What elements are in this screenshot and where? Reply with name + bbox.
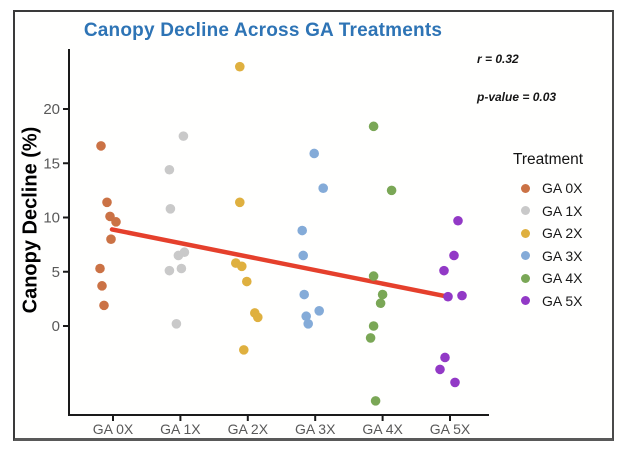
- data-point-ga-0x: [96, 141, 106, 151]
- data-point-ga-4x: [377, 289, 388, 300]
- trend-line: [109, 227, 451, 299]
- data-point-ga-2x: [237, 261, 247, 272]
- legend-item: GA 1X: [513, 200, 583, 223]
- y-tick-label: 10: [43, 210, 60, 227]
- data-point-ga-5x: [435, 364, 445, 375]
- data-point-ga-3x: [297, 225, 308, 236]
- legend-label: GA 2X: [542, 225, 583, 242]
- data-point-ga-3x: [318, 183, 329, 194]
- legend-label: GA 4X: [542, 270, 583, 287]
- legend-swatch-icon: [521, 228, 530, 238]
- legend-swatch-icon: [521, 206, 530, 216]
- data-point-ga-4x: [386, 185, 397, 196]
- legend-label: GA 5X: [542, 292, 583, 309]
- legend-swatch-icon: [521, 183, 530, 193]
- data-point-ga-0x: [111, 217, 121, 227]
- data-point-ga-4x: [368, 271, 379, 281]
- data-point-ga-5x: [440, 352, 450, 363]
- x-tick-label: GA 5X: [430, 421, 471, 437]
- legend-items: GA 0X GA 1X GA 2X GA 3X GA 4X GA 5X: [513, 177, 583, 312]
- data-point-ga-3x: [298, 250, 309, 261]
- legend-item: GA 0X: [513, 177, 583, 200]
- data-point-ga-0x: [102, 197, 112, 208]
- legend-label: GA 1X: [542, 202, 583, 219]
- x-tick-label: GA 4X: [362, 421, 403, 437]
- data-point-ga-1x: [178, 131, 189, 141]
- y-tick-label: 0: [52, 318, 60, 335]
- data-point-ga-0x: [99, 300, 109, 311]
- legend-item: GA 3X: [513, 245, 583, 268]
- data-point-ga-4x: [368, 121, 379, 132]
- legend-title: Treatment: [513, 151, 584, 168]
- data-point-ga-5x: [443, 291, 453, 302]
- chart-canvas: Canopy Decline Across GA Treatments r = …: [15, 12, 612, 438]
- legend-swatch-icon: [521, 251, 530, 261]
- p-value-annotation: p-value = 0.03: [477, 90, 557, 104]
- legend: Treatment GA 0X GA 1X GA 2X GA 3X GA 4X GA 5X: [513, 151, 583, 312]
- data-point-ga-4x: [370, 396, 381, 406]
- data-point-ga-0x: [95, 263, 105, 274]
- data-point-ga-5x: [453, 215, 463, 226]
- data-point-ga-5x: [457, 290, 467, 301]
- y-tick-label: 15: [43, 155, 60, 172]
- data-point-ga-1x: [171, 319, 182, 329]
- data-point-ga-1x: [164, 164, 175, 175]
- legend-item: GA 5X: [513, 290, 583, 313]
- data-point-ga-1x: [176, 263, 187, 274]
- x-tick-label: GA 1X: [160, 421, 201, 437]
- chart-frame: Canopy Decline Across GA Treatments r = …: [13, 10, 614, 441]
- data-point-ga-3x: [309, 148, 320, 159]
- data-point-ga-3x: [314, 306, 325, 316]
- data-point-ga-1x: [173, 250, 184, 261]
- data-point-ga-0x: [106, 234, 116, 244]
- data-point-ga-2x: [242, 276, 252, 287]
- r-value-annotation: r = 0.32: [477, 52, 519, 66]
- data-point-ga-2x: [253, 312, 263, 323]
- legend-label: GA 3X: [542, 247, 583, 264]
- legend-label: GA 0X: [542, 180, 583, 197]
- x-tick-label: GA 2X: [228, 421, 269, 437]
- scatter-plot-area: 0 5 10 15 20 GA 0X GA 1X GA 2X GA 3X GA 4X GA 5X: [43, 49, 489, 437]
- x-tick-label: GA 0X: [93, 421, 134, 437]
- legend-item: GA 2X: [513, 222, 583, 245]
- data-point-ga-4x: [375, 298, 386, 309]
- x-tick-label: GA 3X: [295, 421, 336, 437]
- data-point-ga-3x: [303, 319, 314, 329]
- data-point-ga-2x: [235, 61, 245, 72]
- data-point-ga-4x: [368, 321, 379, 331]
- legend-swatch-icon: [521, 296, 530, 306]
- data-point-ga-4x: [365, 333, 376, 343]
- data-point-ga-2x: [239, 345, 249, 355]
- y-tick-label: 20: [43, 101, 60, 118]
- data-point-ga-2x: [235, 197, 245, 208]
- data-point-ga-5x: [439, 265, 449, 276]
- data-point-ga-3x: [299, 289, 310, 300]
- data-point-ga-5x: [449, 250, 459, 261]
- data-point-ga-1x: [164, 265, 175, 276]
- chart-title: Canopy Decline Across GA Treatments: [83, 20, 443, 41]
- legend-swatch-icon: [521, 273, 530, 283]
- data-point-ga-3x: [301, 311, 312, 322]
- y-tick-label: 5: [52, 264, 60, 281]
- data-point-ga-5x: [450, 377, 460, 388]
- data-point-ga-1x: [165, 204, 176, 214]
- legend-item: GA 4X: [513, 267, 583, 290]
- data-point-ga-0x: [97, 281, 107, 291]
